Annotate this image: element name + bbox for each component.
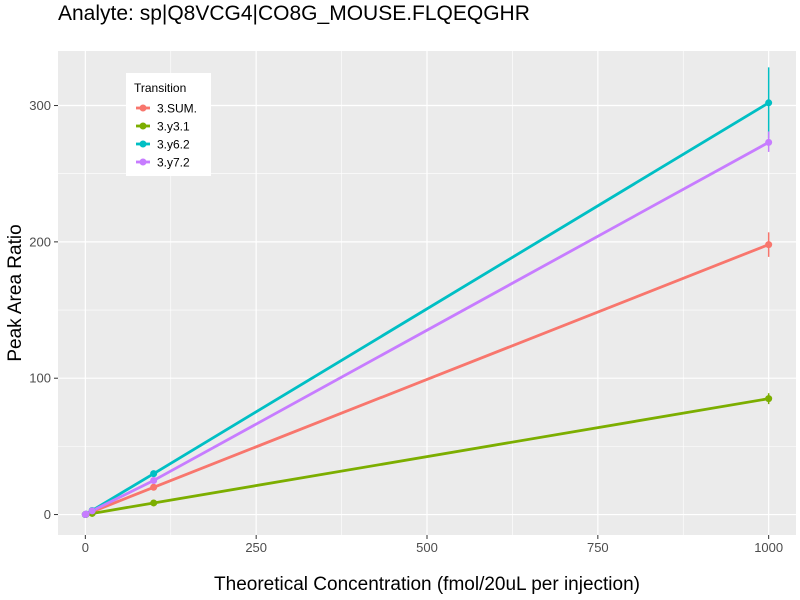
- data-point: [150, 499, 158, 507]
- x-tick-label: 0: [82, 540, 89, 555]
- y-tick-label: 300: [29, 98, 51, 113]
- data-point: [150, 483, 158, 491]
- x-axis-title: Theoretical Concentration (fmol/20uL per…: [214, 574, 640, 595]
- legend-title: Transition: [134, 81, 186, 95]
- legend-item-label: 3.SUM.: [157, 101, 197, 115]
- x-tick-label: 500: [416, 540, 438, 555]
- series-points: [81, 99, 773, 519]
- y-axis: 0 100 200 300: [29, 98, 58, 522]
- x-axis: 0 250 500 750 1000: [82, 535, 783, 555]
- data-point: [82, 510, 90, 518]
- y-tick-label: 200: [29, 234, 51, 249]
- legend-item-label: 3.y3.1: [157, 119, 190, 133]
- data-point: [150, 470, 158, 478]
- legend-item-label: 3.y7.2: [157, 155, 190, 169]
- y-tick-label: 100: [29, 371, 51, 386]
- legend-key-point: [139, 158, 147, 166]
- legend-key-point: [139, 104, 147, 112]
- legend-key-point: [139, 122, 147, 130]
- y-tick-label: 0: [44, 507, 51, 522]
- x-tick-label: 750: [587, 540, 609, 555]
- data-point: [150, 476, 158, 484]
- x-tick-label: 250: [245, 540, 267, 555]
- x-tick-label: 1000: [754, 540, 783, 555]
- data-point: [765, 395, 773, 403]
- data-point: [88, 507, 96, 515]
- legend-key-point: [139, 140, 147, 148]
- legend-item-label: 3.y6.2: [157, 137, 190, 151]
- legend: Transition 3.SUM. 3.y3.1 3.y6.2 3.y7.2: [126, 73, 211, 176]
- y-axis-title: Peak Area Ratio: [5, 224, 26, 361]
- data-point: [765, 138, 773, 146]
- data-point: [765, 241, 773, 249]
- data-point: [765, 99, 773, 107]
- chart-title: Analyte: sp|Q8VCG4|CO8G_MOUSE.FLQEQGHR: [58, 2, 530, 25]
